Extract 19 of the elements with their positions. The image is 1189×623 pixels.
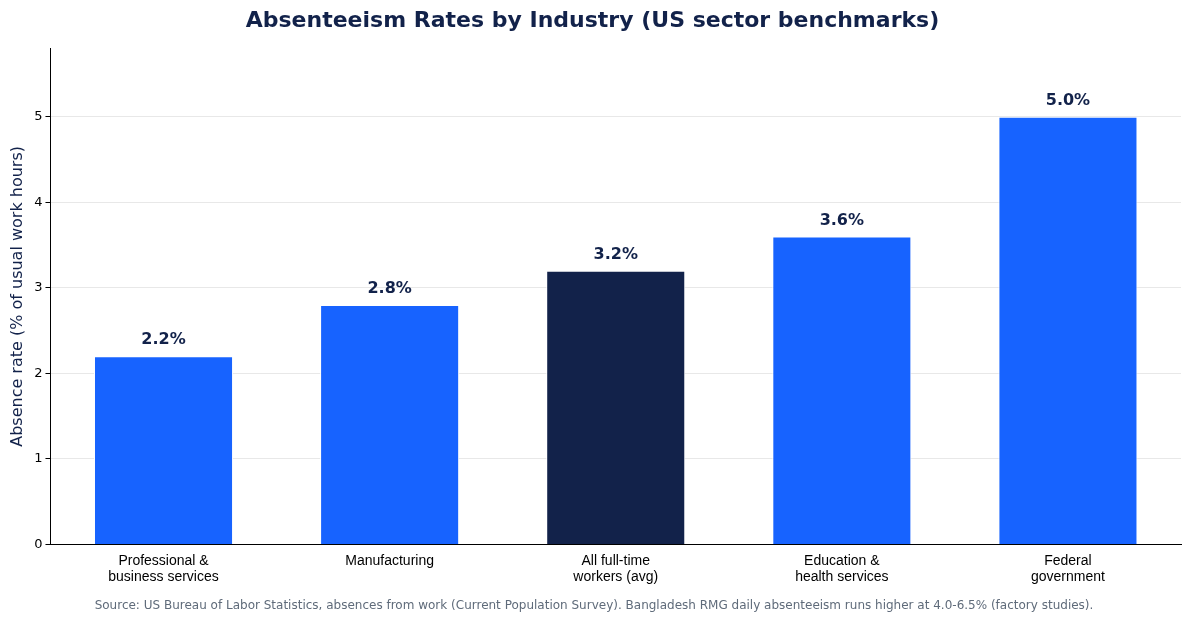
x-tick-label: Professional & business services — [108, 551, 219, 585]
y-tick-label: 2 — [34, 364, 43, 380]
y-tick-label: 3 — [34, 279, 43, 295]
data-label: 2.8% — [367, 278, 412, 298]
data-label: 2.2% — [141, 329, 186, 349]
data-label: 3.6% — [819, 209, 865, 229]
chart-title: Absenteeism Rates by Industry (US sector benchmarks) — [245, 6, 940, 32]
y-tick-label: 5 — [34, 108, 43, 124]
x-tick-label: Federal government — [1030, 551, 1106, 585]
y-tick-label: 0 — [34, 535, 43, 551]
x-tick-label: Education & health services — [795, 551, 889, 585]
y-tick-label: 4 — [34, 193, 43, 209]
data-label: 5.0% — [1045, 89, 1091, 109]
data-label: 3.2% — [593, 243, 638, 263]
source-note: Source: US Bureau of Labor Statistics, absences from work (Current Population Survey). Bangladesh RMG daily absenteeism runs higher at 4.0-6.5% (factory studies). — [94, 598, 1094, 613]
x-tick-label: All full-time workers (avg) — [572, 551, 659, 585]
y-tick-label: 1 — [34, 450, 43, 466]
y-axis-title: Absence rate (% of usual work hours) — [6, 146, 26, 447]
x-tick-label: Manufacturing — [345, 551, 434, 568]
